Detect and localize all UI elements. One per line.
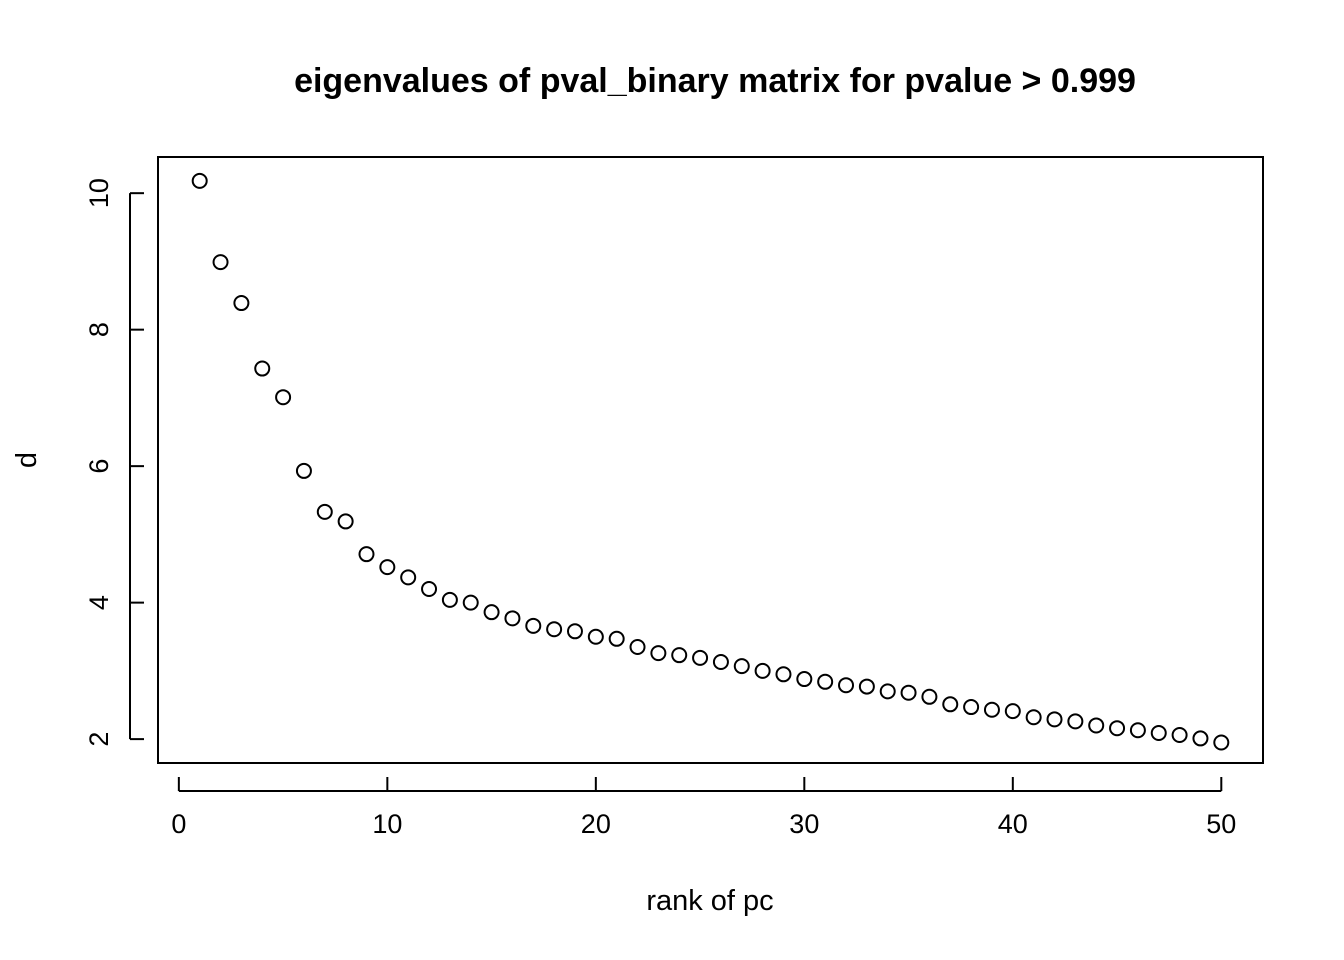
y-tick-label: 10	[84, 178, 114, 208]
data-point	[775, 666, 792, 683]
data-point	[1129, 722, 1146, 739]
x-tick-label: 30	[789, 809, 819, 839]
data-point	[650, 645, 667, 662]
plot-frame	[157, 156, 1264, 764]
data-point	[295, 462, 312, 479]
data-point	[316, 503, 333, 520]
data-point	[191, 172, 208, 189]
y-tick-label: 2	[84, 732, 114, 747]
data-point	[921, 688, 938, 705]
data-point	[483, 604, 500, 621]
data-point	[1004, 703, 1021, 720]
x-tick-label: 20	[581, 809, 611, 839]
data-point	[942, 696, 959, 713]
data-point	[1213, 734, 1230, 751]
data-point	[400, 569, 417, 586]
data-point	[525, 617, 542, 634]
x-tick-label: 50	[1206, 809, 1236, 839]
data-point	[1171, 727, 1188, 744]
data-points	[191, 172, 1230, 751]
data-point	[1192, 730, 1209, 747]
chart-title: eigenvalues of pval_binary matrix for pv…	[294, 62, 1136, 100]
data-point	[379, 559, 396, 576]
data-point	[1150, 724, 1167, 741]
data-point	[754, 662, 771, 679]
data-point	[879, 683, 896, 700]
data-point	[566, 623, 583, 640]
data-point	[1109, 720, 1126, 737]
x-tick-label: 10	[372, 809, 402, 839]
data-point	[671, 647, 688, 664]
data-point	[1046, 711, 1063, 728]
data-point	[587, 628, 604, 645]
x-axis: 0 10 20 30 40 50	[171, 777, 1236, 839]
data-point	[233, 295, 250, 312]
data-point	[212, 254, 229, 271]
x-tick-label: 0	[171, 809, 186, 839]
y-axis: 2 4 6 8 10	[84, 178, 144, 747]
y-tick-label: 6	[84, 459, 114, 474]
x-tick-label: 40	[998, 809, 1028, 839]
data-point	[462, 594, 479, 611]
data-point	[546, 621, 563, 638]
data-point	[358, 546, 375, 563]
data-point	[337, 513, 354, 530]
data-point	[504, 610, 521, 627]
data-point	[421, 580, 438, 597]
data-point	[712, 654, 729, 670]
y-tick-label: 8	[84, 322, 114, 337]
data-point	[275, 389, 292, 406]
data-point	[796, 671, 813, 688]
data-point	[1067, 713, 1084, 730]
x-axis-label: rank of pc	[646, 885, 773, 917]
data-point	[900, 684, 917, 701]
data-point	[629, 638, 646, 655]
data-point	[858, 678, 875, 695]
data-point	[963, 699, 980, 716]
data-point	[692, 649, 709, 666]
data-point	[817, 673, 834, 690]
data-point	[983, 701, 1000, 718]
data-point	[254, 360, 271, 377]
data-point	[733, 658, 750, 675]
data-point	[608, 630, 625, 647]
data-point	[1025, 709, 1042, 726]
data-point	[441, 591, 458, 608]
data-point	[1088, 717, 1105, 734]
data-point	[838, 677, 855, 694]
y-tick-label: 4	[84, 595, 114, 610]
y-axis-label: d	[11, 452, 43, 468]
